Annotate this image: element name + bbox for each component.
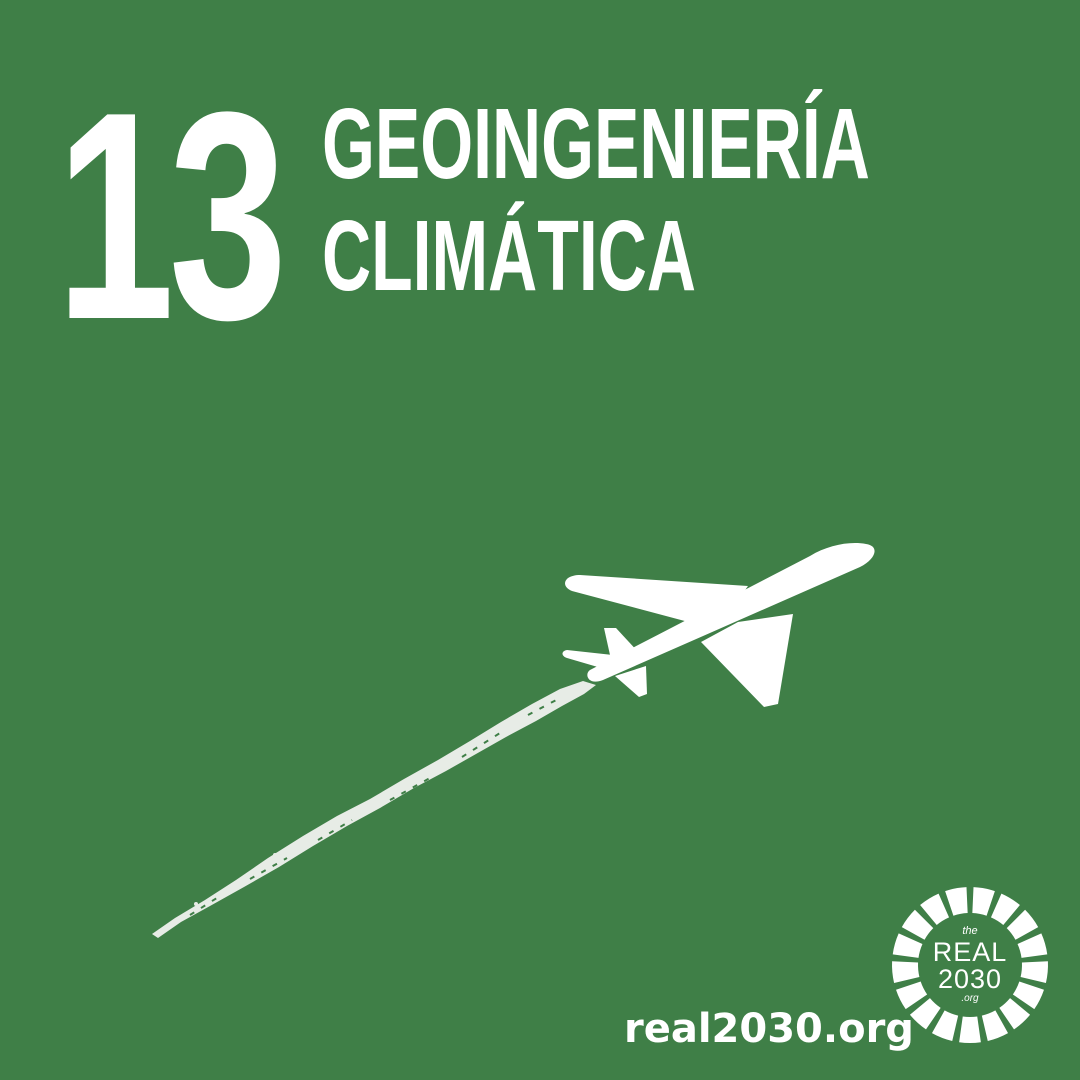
website-url[interactable]: real2030.org (624, 1006, 914, 1052)
real2030-logo: the REAL 2030 .org (890, 885, 1050, 1045)
logo-ring-segment (1020, 961, 1048, 983)
logo-ring-segment (981, 1010, 1009, 1041)
airplane-tail-fin (604, 628, 640, 664)
logo-org: .org (961, 993, 979, 1004)
logo-ring-segment (901, 909, 934, 940)
logo-ring-segment (931, 1010, 959, 1041)
contrail-speck (273, 853, 277, 857)
contrail-speck (538, 701, 542, 705)
contrail-stroke (152, 681, 596, 938)
contrail-speck (166, 925, 170, 929)
goal-title: GEOINGENIERÍA CLIMÁTICA (322, 88, 870, 312)
logo-ring-icon (892, 887, 1048, 1043)
contrail-texture (189, 697, 561, 916)
airplane-stabilizer-top (562, 650, 622, 670)
airplane-fuselage (587, 543, 875, 682)
contrail-speck (350, 809, 354, 813)
logo-ring-segment (1017, 933, 1048, 958)
airplane-wing-front (701, 614, 793, 707)
goal-title-line-2: CLIMÁTICA (322, 200, 696, 312)
goal-number: 13 (56, 50, 287, 381)
logo-ring-segment (999, 998, 1031, 1030)
logo-ring-segment (909, 998, 941, 1030)
logo-ring-segment (972, 887, 995, 916)
logo-text: the REAL 2030 .org (890, 885, 1050, 1045)
logo-ring-segment (920, 893, 950, 926)
logo-ring-segment (1006, 909, 1039, 940)
airplane-stabilizer-bottom (615, 666, 647, 697)
contrail (152, 681, 596, 938)
contrail-speck (444, 761, 448, 765)
logo-real: REAL (932, 937, 1008, 967)
goal-title-line-1: GEOINGENIERÍA (322, 88, 870, 200)
logo-ring-segments (892, 887, 1048, 1043)
airplane-icon (562, 543, 875, 707)
logo-ring-segment (959, 1016, 981, 1043)
logo-the: the (962, 925, 978, 937)
logo-ring-segment (896, 981, 928, 1010)
logo-ring-segment (945, 887, 968, 916)
contrail-speck (194, 902, 198, 906)
logo-ring-segment (892, 933, 923, 958)
logo-year: 2030 (937, 964, 1003, 994)
logo-ring-segment (1012, 981, 1044, 1010)
logo-ring-segment (892, 961, 920, 983)
airplane-wing-back (565, 575, 748, 624)
logo-ring-segment (990, 893, 1020, 926)
